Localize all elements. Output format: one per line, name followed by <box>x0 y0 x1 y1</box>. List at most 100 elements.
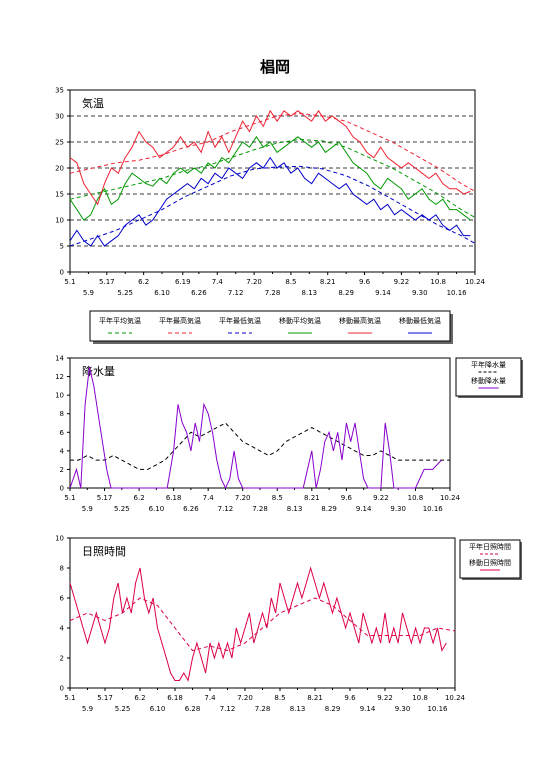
page-title: 椙岡 <box>259 58 290 76</box>
series-line-0 <box>69 138 476 218</box>
x-tick-label: 5.17 <box>97 494 113 502</box>
y-tick-label: 10 <box>55 217 64 225</box>
x-tick-label: 9.14 <box>360 705 376 713</box>
panel-label: 降水量 <box>82 364 115 378</box>
chart-panel-1: 0 2 4 6 8 10 12 14 5.1 5.17 6.2 6.18 7.4 7.20 8.5 8.21 9… <box>55 355 523 513</box>
x-tick-label: 9.6 <box>344 694 356 702</box>
x-tick-label: 6.10 <box>149 505 165 513</box>
x-tick-label: 6.2 <box>138 278 149 286</box>
plot-frame <box>69 357 451 489</box>
x-tick-label: 6.2 <box>134 694 145 702</box>
x-tick-label: 6.10 <box>150 705 166 713</box>
x-tick-label: 8.29 <box>325 705 341 713</box>
x-tick-label: 7.28 <box>252 505 268 513</box>
legend: 平年平均気温 平年最高気温 平年最低気温 移動平均気温 移動最高気温 移動最低気温 <box>89 310 453 344</box>
x-tick-label: 5.1 <box>64 494 75 502</box>
x-tick-label: 9.30 <box>390 505 406 513</box>
x-tick-label: 9.22 <box>394 278 410 286</box>
x-tick-label: 8.21 <box>320 278 336 286</box>
y-tick-label: 8 <box>60 565 64 573</box>
x-tick-label: 10.16 <box>423 505 444 513</box>
legend-label: 移動日照時間 <box>469 558 511 567</box>
legend-label: 移動平均気温 <box>279 316 321 325</box>
x-tick-label: 5.25 <box>114 505 130 513</box>
x-tick-label: 7.20 <box>246 278 262 286</box>
chart-panel-2: 0 2 4 6 8 10 5.1 5.17 6.2 6.18 7.4 7.20 8.5 8.21 9.6 9.… <box>55 535 522 713</box>
x-tick-label: 5.25 <box>115 705 131 713</box>
legend-label: 平年平均気温 <box>99 316 141 325</box>
x-tick-label: 9.22 <box>373 494 389 502</box>
legend-label: 平年最高気温 <box>159 316 201 325</box>
x-tick-label: 9.30 <box>395 705 411 713</box>
series-line-4 <box>69 109 471 206</box>
x-tick-label: 9.22 <box>377 694 393 702</box>
x-tick-label: 5.1 <box>64 278 75 286</box>
x-tick-label: 5.9 <box>83 289 94 297</box>
y-tick-label: 4 <box>60 447 65 455</box>
series-line-3 <box>69 135 471 221</box>
y-tick-label: 25 <box>55 139 64 147</box>
x-tick-label: 9.6 <box>359 278 371 286</box>
series-line-1 <box>69 112 476 192</box>
y-tick-label: 20 <box>55 165 64 173</box>
y-tick-label: 10 <box>55 535 64 543</box>
x-tick-label: 5.17 <box>99 278 115 286</box>
x-tick-label: 5.9 <box>82 505 93 513</box>
legend-label: 移動最低気温 <box>399 316 441 325</box>
x-tick-label: 10.24 <box>440 494 461 502</box>
x-tick-label: 8.29 <box>321 505 337 513</box>
y-tick-label: 6 <box>60 595 65 603</box>
x-tick-label: 5.1 <box>64 694 75 702</box>
x-tick-label: 5.25 <box>117 289 133 297</box>
x-tick-label: 7.12 <box>218 505 234 513</box>
x-tick-label: 8.13 <box>302 289 318 297</box>
x-tick-label: 7.12 <box>220 705 236 713</box>
x-tick-label: 9.14 <box>375 289 391 297</box>
x-tick-label: 8.5 <box>272 494 283 502</box>
x-tick-label: 8.5 <box>285 278 296 286</box>
panel-label: 気温 <box>82 96 104 110</box>
x-tick-label: 9.30 <box>412 289 428 297</box>
y-tick-label: 4 <box>60 625 65 633</box>
x-tick-label: 6.26 <box>191 289 207 297</box>
x-tick-label: 7.28 <box>255 705 271 713</box>
series-line-1 <box>69 367 442 490</box>
y-tick-label: 2 <box>60 655 64 663</box>
y-tick-label: 30 <box>55 113 64 121</box>
chart-panel-0: 0 5 10 15 20 25 30 35 5.1 5.17 6.2 6.19 7.4 7.20 8.5 8.… <box>55 87 486 344</box>
y-tick-label: 35 <box>55 87 64 95</box>
x-tick-label: 7.4 <box>204 694 216 702</box>
y-tick-label: 14 <box>55 355 64 363</box>
x-tick-label: 9.6 <box>341 494 353 502</box>
x-tick-label: 6.10 <box>154 289 170 297</box>
x-tick-label: 6.28 <box>185 705 201 713</box>
x-tick-label: 10.24 <box>445 694 466 702</box>
x-tick-label: 7.4 <box>203 494 215 502</box>
panel-label: 日照時間 <box>82 545 126 558</box>
y-tick-label: 6 <box>60 429 65 437</box>
legend-box <box>459 539 521 579</box>
legend-box <box>89 310 451 342</box>
series-line-0 <box>69 597 456 652</box>
series-line-0 <box>70 422 450 470</box>
x-tick-label: 7.28 <box>265 289 281 297</box>
y-tick-label: 12 <box>55 373 64 381</box>
x-tick-label: 10.8 <box>408 494 424 502</box>
x-tick-label: 6.18 <box>166 494 182 502</box>
x-tick-label: 10.8 <box>412 694 428 702</box>
x-tick-label: 8.21 <box>307 694 323 702</box>
x-tick-label: 10.16 <box>447 289 468 297</box>
y-tick-label: 5 <box>60 243 64 251</box>
y-tick-label: 0 <box>60 685 64 693</box>
x-tick-label: 10.8 <box>430 278 446 286</box>
y-tick-label: 10 <box>55 392 64 400</box>
x-tick-label: 10.24 <box>465 278 486 286</box>
x-tick-label: 7.4 <box>212 278 224 286</box>
legend-label: 平年降水量 <box>471 360 506 369</box>
x-tick-label: 8.29 <box>338 289 354 297</box>
legend-label: 平年日照時間 <box>469 542 511 551</box>
y-tick-label: 2 <box>60 466 64 474</box>
x-tick-label: 10.16 <box>427 705 448 713</box>
